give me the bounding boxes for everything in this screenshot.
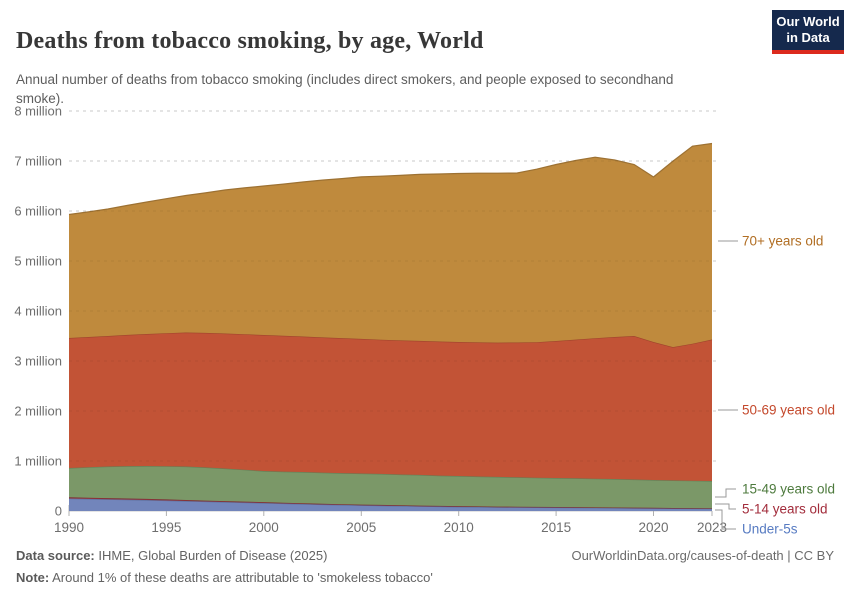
y-tick-label-5: 5 million (14, 254, 62, 269)
chart-footer: Data source: IHME, Global Burden of Dise… (16, 545, 834, 589)
note-line: Note: Around 1% of these deaths are attr… (16, 570, 433, 585)
x-tick-label-2000: 2000 (249, 520, 279, 535)
y-tick-label-4: 4 million (14, 304, 62, 319)
owid-logo[interactable]: Our World in Data (772, 10, 844, 54)
y-tick-label-2: 2 million (14, 404, 62, 419)
page-subtitle: Annual number of deaths from tobacco smo… (16, 71, 674, 107)
attribution-link[interactable]: OurWorldinData.org/causes-of-death | CC … (571, 548, 834, 563)
x-tick-label-2020: 2020 (638, 520, 668, 535)
owid-logo-line1: Our World (776, 14, 840, 30)
area-edge-70-years-old (68, 142, 713, 216)
x-tick-label-2023: 2023 (697, 520, 727, 535)
y-tick-label-8: 8 million (14, 104, 62, 119)
area-edge-5-14-years-old (68, 496, 713, 509)
legend-label-70-years-old[interactable]: 70+ years old (742, 234, 823, 249)
area-15-49-years-old[interactable] (69, 466, 712, 509)
y-tick-label-1: 1 million (14, 454, 62, 469)
legend-label-15-49-years-old[interactable]: 15-49 years old (742, 482, 835, 497)
legend-connector-5-14-years-old (715, 503, 736, 510)
y-tick-label-0: 0 (55, 504, 62, 519)
owid-logo-line2: in Data (786, 30, 830, 45)
area-50-69-years-old[interactable] (69, 332, 712, 482)
note-label: Note: (16, 570, 50, 586)
data-source-text: IHME, Global Burden of Disease (2025) (94, 548, 328, 563)
data-source-line: Data source: IHME, Global Burden of Dise… (16, 545, 327, 567)
x-tick-label-1995: 1995 (151, 520, 181, 535)
legend-label-under-5s[interactable]: Under-5s (742, 522, 798, 537)
legend-label-5-14-years-old[interactable]: 5-14 years old (742, 502, 828, 517)
note-text: Around 1% of these deaths are attributab… (49, 570, 433, 586)
page-title: Deaths from tobacco smoking, by age, Wor… (16, 28, 484, 55)
area-70-years-old[interactable] (69, 143, 712, 348)
legend-connector-under-5s (715, 509, 736, 530)
legend-label-50-69-years-old[interactable]: 50-69 years old (742, 403, 835, 418)
y-tick-label-7: 7 million (14, 154, 62, 169)
data-source-label: Data source: (16, 548, 95, 563)
y-tick-label-6: 6 million (14, 204, 62, 219)
x-tick-label-2015: 2015 (541, 520, 571, 535)
x-tick-label-2010: 2010 (444, 520, 474, 535)
x-tick-label-1990: 1990 (54, 520, 84, 535)
y-tick-label-3: 3 million (14, 354, 62, 369)
legend-connector-15-49-years-old (715, 488, 736, 498)
x-tick-label-2005: 2005 (346, 520, 376, 535)
